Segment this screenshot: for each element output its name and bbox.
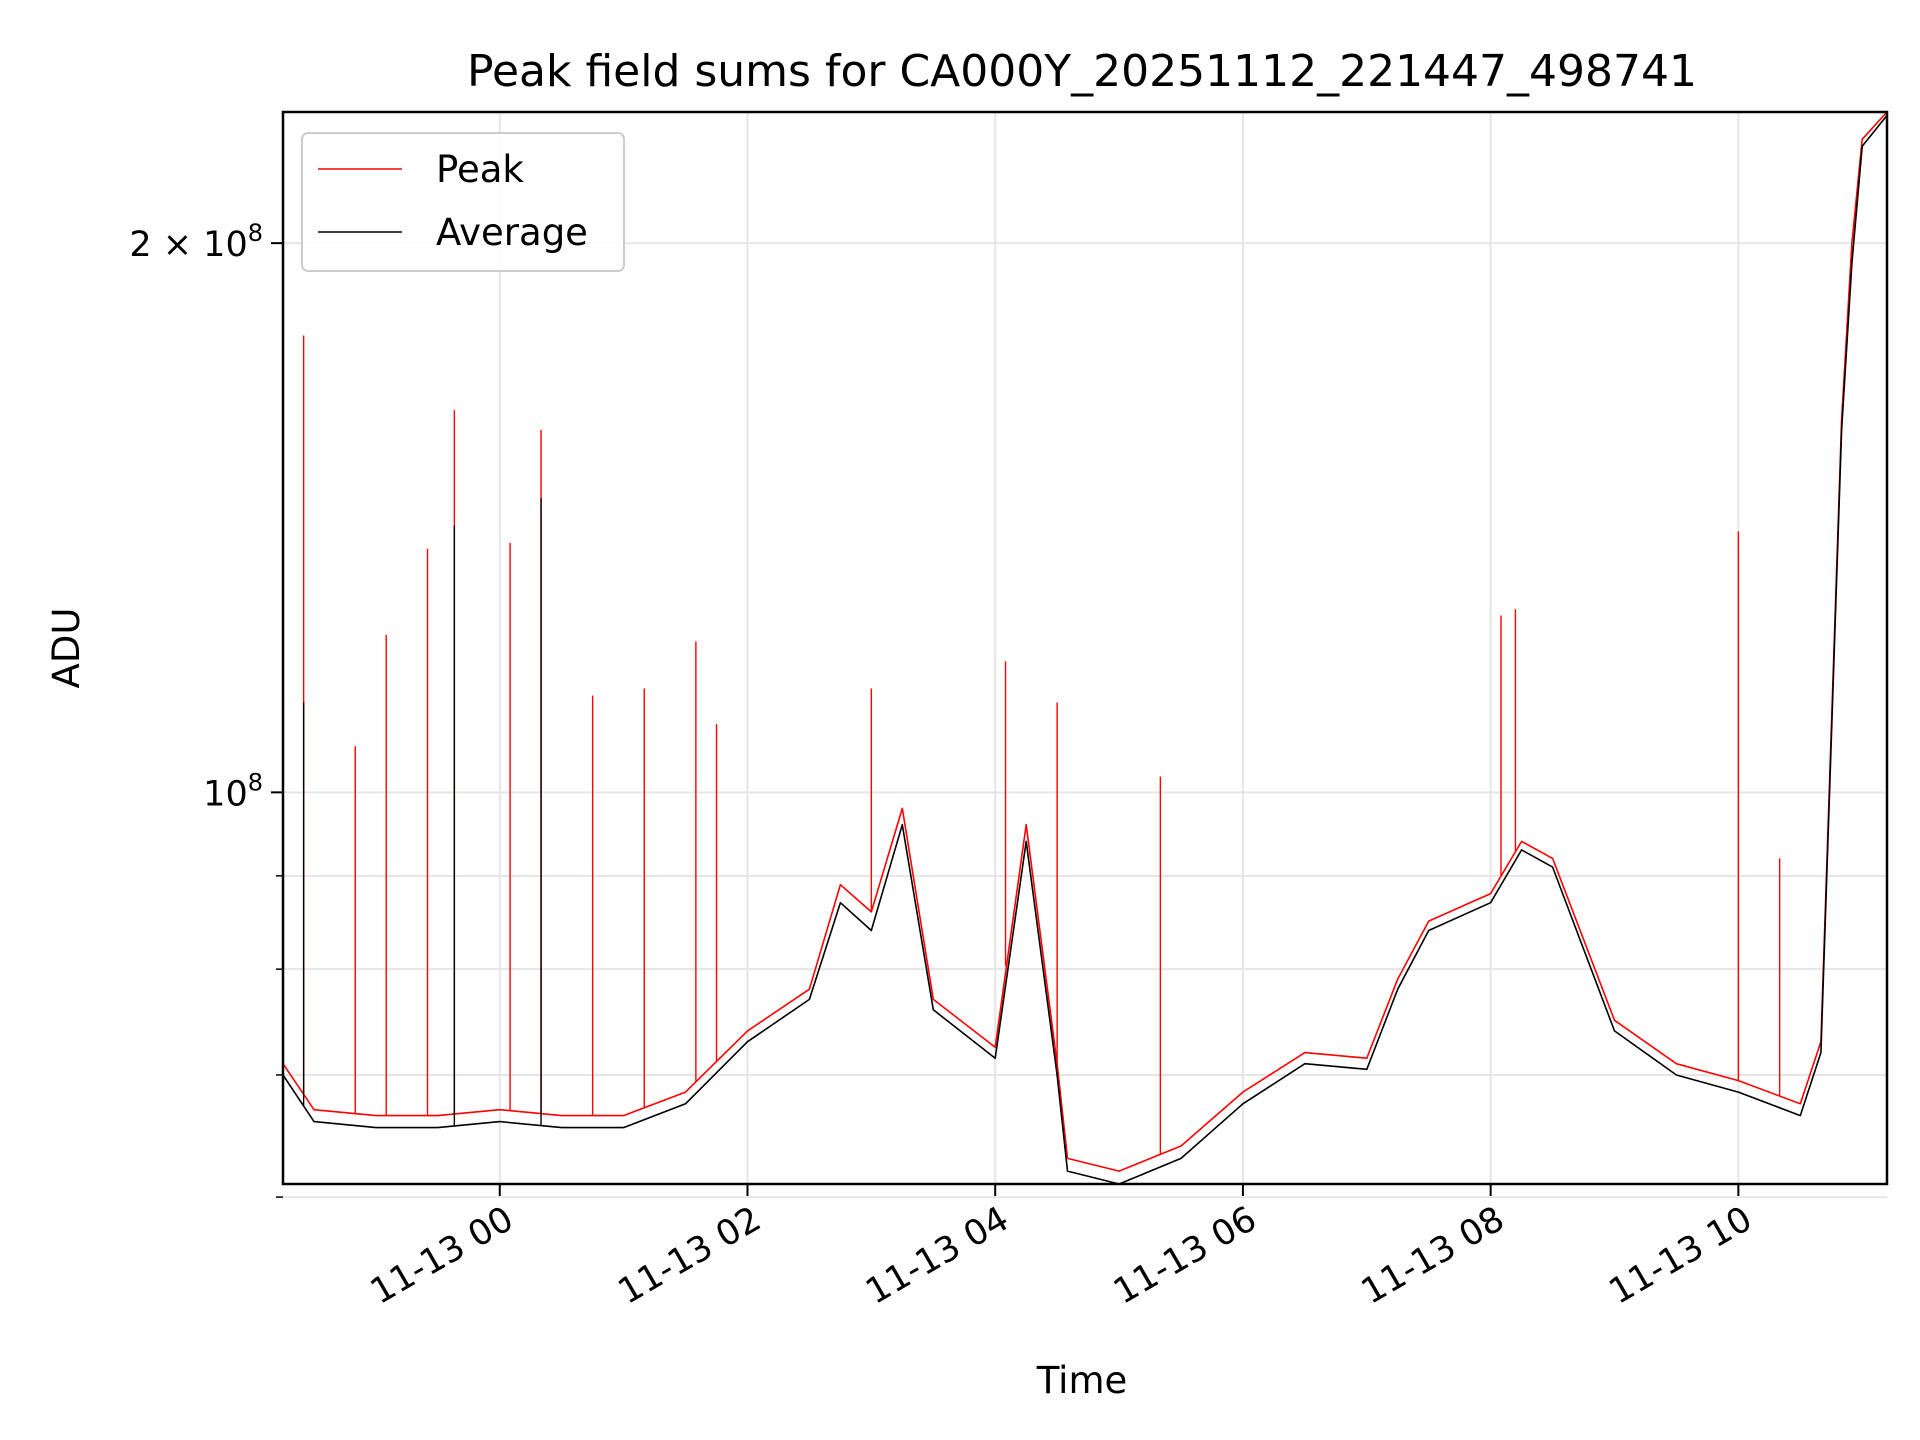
series-average bbox=[282, 114, 1888, 1185]
x-axis: 11-13 00 11-13 02 11-13 04 11-13 06 11-13 08… bbox=[364, 1184, 1759, 1312]
grid bbox=[283, 112, 1887, 1199]
legend-label-average: Average bbox=[436, 211, 588, 254]
x-tick-label: 11-13 00 bbox=[364, 1199, 520, 1312]
x-tick-label: 11-13 04 bbox=[859, 1199, 1015, 1312]
legend: Peak Average bbox=[301, 132, 625, 272]
y-axis-label: ADU bbox=[45, 608, 88, 689]
x-tick-label: 11-13 10 bbox=[1603, 1199, 1759, 1312]
y-axis: 108 2 × 108 bbox=[129, 219, 283, 1198]
series-line-average bbox=[282, 114, 1888, 1185]
y-tick-label: 2 × 108 bbox=[129, 219, 263, 265]
series-layer bbox=[282, 111, 1888, 1185]
x-axis-label: Time bbox=[1036, 1359, 1128, 1402]
legend-label-peak: Peak bbox=[436, 148, 524, 191]
chart-title: Peak field sums for CA000Y_20251112_2214… bbox=[467, 46, 1697, 97]
y-tick-label: 108 bbox=[203, 768, 263, 814]
plot-frame bbox=[281, 110, 1889, 1186]
x-tick-label: 11-13 02 bbox=[612, 1199, 768, 1312]
legend-box bbox=[301, 132, 625, 272]
x-tick-label: 11-13 06 bbox=[1107, 1199, 1263, 1312]
x-tick-label: 11-13 08 bbox=[1355, 1199, 1511, 1312]
